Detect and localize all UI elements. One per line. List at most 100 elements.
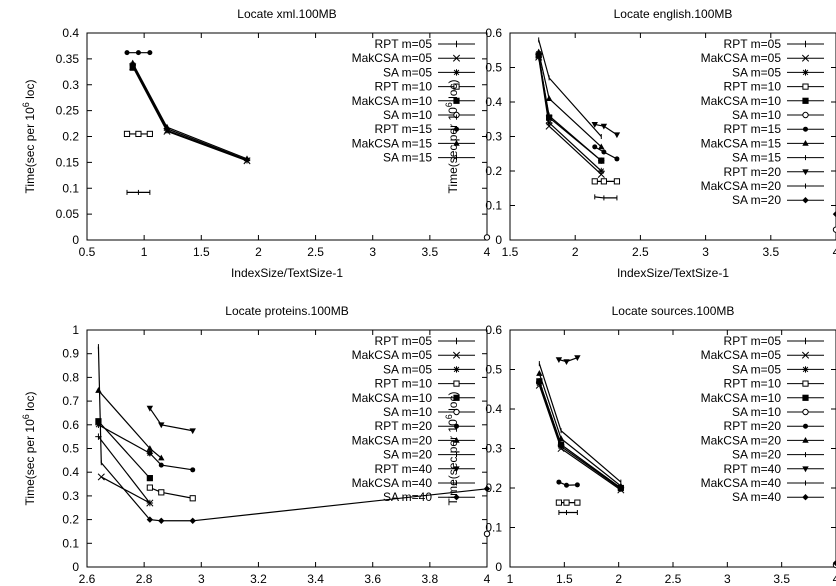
x-tick-label: 3	[724, 572, 731, 586]
series-2	[535, 381, 625, 494]
series-7	[556, 479, 580, 488]
legend-label: SA m=20	[383, 448, 432, 462]
x-axis-label: IndexSize/TextSize-1	[231, 266, 343, 280]
y-tick-label: 0.35	[56, 52, 80, 66]
data-point	[129, 59, 136, 66]
legend-label: MakCSA m=15	[352, 136, 433, 150]
legend-marker-b	[802, 366, 809, 373]
data-point	[158, 454, 165, 461]
data-point	[614, 156, 620, 162]
x-tick-label: 3.2	[250, 572, 267, 586]
data-point	[563, 499, 570, 506]
legend-marker	[802, 169, 809, 176]
x-tick-label: 2.5	[307, 245, 324, 259]
y-tick-label: 1	[72, 323, 79, 337]
legend-marker	[453, 40, 460, 48]
data-point	[483, 234, 491, 241]
legend-marker	[802, 466, 809, 473]
series-group	[123, 50, 491, 241]
data-point	[598, 157, 605, 164]
legend-label: RPT m=05	[724, 334, 782, 348]
legend-marker	[453, 97, 460, 104]
data-point-b	[546, 119, 552, 126]
series-1	[95, 433, 154, 507]
series-8	[95, 387, 165, 461]
legend-label: SA m=40	[383, 490, 432, 504]
legend-label: MakCSA m=40	[701, 476, 782, 490]
series-8	[129, 59, 251, 162]
chart-title: Locate proteins.100MB	[225, 304, 348, 318]
y-axis-label-exponent: 6	[21, 102, 31, 107]
legend-label: SA m=10	[732, 405, 781, 419]
x-tick-label: 1	[507, 572, 514, 586]
legend-label: RPT m=40	[375, 462, 433, 476]
y-axis-label-part: loc)	[23, 392, 37, 415]
x-tick-label: 3.5	[422, 245, 439, 259]
y-tick-label: 0.6	[485, 323, 502, 337]
legend-marker	[802, 97, 809, 104]
legend-label: RPT m=20	[724, 419, 782, 433]
plot-frame	[509, 32, 836, 241]
legend-label: MakCSA m=05	[701, 348, 782, 362]
x-tick-label: 2	[615, 572, 622, 586]
series-9	[538, 361, 622, 485]
data-point	[545, 119, 553, 126]
data-point	[135, 130, 142, 138]
data-point	[483, 530, 491, 538]
y-tick-label: 0	[495, 233, 502, 247]
legend-marker-b	[802, 69, 809, 76]
series-line	[149, 452, 193, 471]
legend-label: RPT m=15	[724, 122, 782, 136]
legend-label: RPT m=40	[724, 462, 782, 476]
chart-panel-1: Locate xml.100MB 0.5 1 1.5 2 2.5 3 3.5 4 IndexSiz…	[21, 7, 491, 280]
x-tick-label: 1.5	[556, 572, 573, 586]
series-11	[97, 344, 151, 523]
legend-marker	[802, 366, 809, 373]
x-tick-label: 2	[255, 245, 262, 259]
legend-label: RPT m=20	[375, 419, 433, 433]
data-point	[147, 50, 153, 56]
y-tick-label: 0.3	[485, 130, 502, 144]
series-7	[147, 450, 196, 473]
data-point	[158, 462, 164, 468]
series-1	[129, 60, 251, 163]
legend-marker	[453, 394, 460, 401]
legend-marker	[453, 408, 460, 416]
chart-panel-2: Locate english.100MB 1.5 2 2.5 3 3.5 4 IndexSiz…	[444, 7, 836, 280]
data-point-b	[598, 168, 605, 174]
data-point	[163, 123, 171, 130]
y-tick-label: 0.2	[485, 481, 502, 495]
data-point	[832, 210, 836, 218]
data-point	[95, 387, 102, 393]
legend-label: SA m=10	[732, 108, 781, 122]
series-7	[124, 50, 153, 56]
series-4	[146, 484, 196, 502]
legend-label: RPT m=10	[375, 80, 433, 94]
series-10	[146, 405, 196, 435]
data-point	[598, 143, 605, 150]
data-point	[574, 499, 581, 506]
data-point	[613, 178, 621, 185]
x-tick-label: 3	[702, 245, 709, 259]
legend-marker	[802, 380, 809, 387]
series-4	[591, 178, 621, 185]
legend-label: SA m=10	[383, 108, 432, 122]
legend-marker	[802, 337, 809, 345]
x-tick-label: 3.5	[762, 245, 779, 259]
legend-label: SA m=05	[732, 65, 781, 79]
series-4	[123, 130, 153, 138]
y-tick-label: 0.5	[485, 363, 502, 377]
legend-label: MakCSA m=20	[701, 179, 782, 193]
legend-marker	[802, 40, 809, 48]
legend-marker	[802, 140, 809, 146]
series-line	[132, 66, 248, 162]
series-8	[536, 370, 625, 489]
chart-panel-3: Locate proteins.100MB 2.6 2.8 3 3.2 3.4 3.6 3.8…	[21, 304, 491, 586]
series-5	[95, 418, 153, 482]
y-axis-label-exponent: 6	[21, 414, 31, 419]
legend-marker	[454, 423, 459, 429]
